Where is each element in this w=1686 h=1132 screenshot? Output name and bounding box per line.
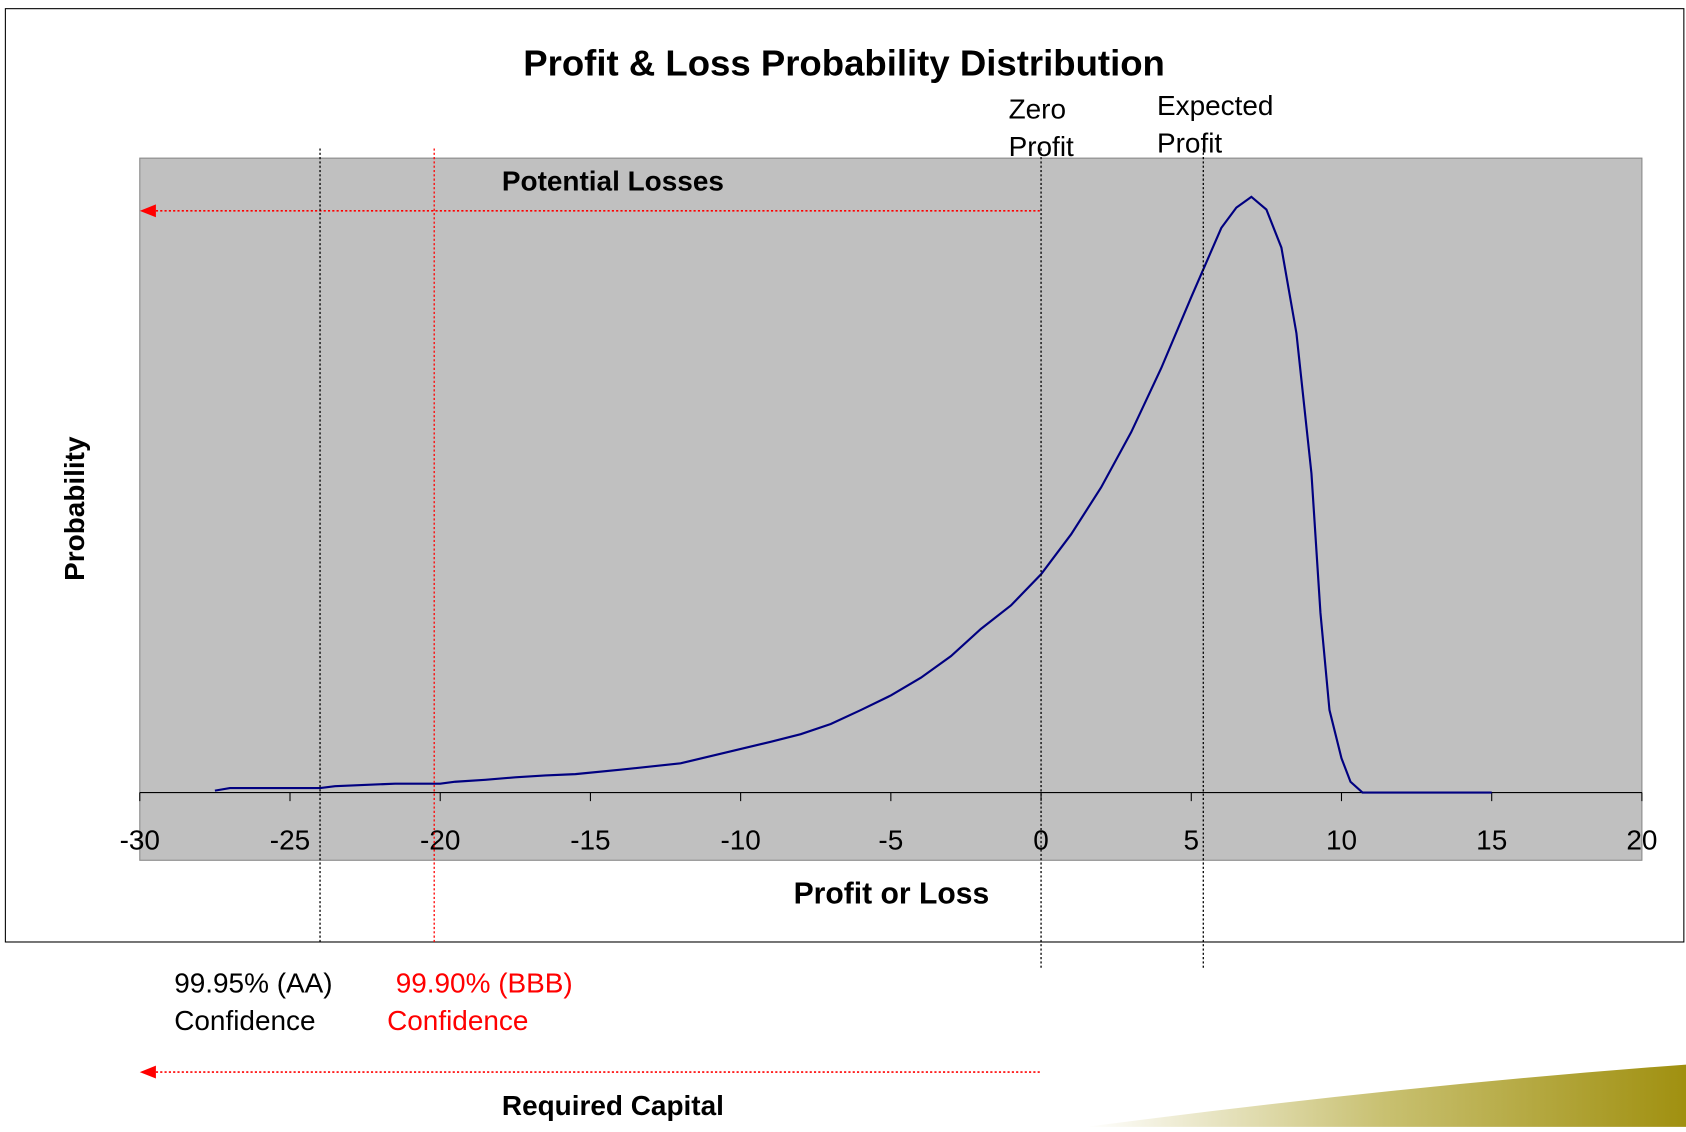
marker-label: Profit bbox=[1157, 128, 1222, 159]
decoration bbox=[1086, 1064, 1686, 1127]
annotation: Potential Losses bbox=[502, 165, 724, 196]
y-axis-label: Probability bbox=[59, 436, 90, 581]
x-axis-label: Profit or Loss bbox=[794, 877, 990, 910]
arrow-head bbox=[139, 1065, 156, 1079]
x-tick-label: -20 bbox=[420, 825, 460, 856]
x-tick-label: 0 bbox=[1033, 825, 1049, 856]
chart-title: Profit & Loss Probability Distribution bbox=[523, 42, 1165, 83]
marker-label: Profit bbox=[1009, 131, 1074, 162]
x-tick-label: -10 bbox=[720, 825, 760, 856]
marker-label: Expected bbox=[1157, 90, 1273, 121]
x-tick-label: -25 bbox=[270, 825, 310, 856]
x-tick-label: 5 bbox=[1184, 825, 1200, 856]
x-tick-label: -30 bbox=[120, 825, 160, 856]
marker-label: Confidence bbox=[387, 1005, 528, 1036]
x-tick-label: 10 bbox=[1326, 825, 1357, 856]
marker-label: 99.90% (BBB) bbox=[396, 968, 573, 999]
annotation: Required Capital bbox=[502, 1090, 724, 1121]
line bbox=[214, 195, 1492, 794]
marker-label: 99.95% (AA) bbox=[174, 968, 332, 999]
marker-label: Zero bbox=[1009, 93, 1066, 124]
arrow-head bbox=[139, 204, 156, 218]
plot-area bbox=[139, 157, 1643, 861]
x-tick-label: -5 bbox=[878, 825, 903, 856]
x-tick-label: 20 bbox=[1626, 825, 1657, 856]
marker-label: Confidence bbox=[174, 1005, 315, 1036]
x-tick-label: -15 bbox=[570, 825, 610, 856]
x-tick-label: 15 bbox=[1476, 825, 1507, 856]
